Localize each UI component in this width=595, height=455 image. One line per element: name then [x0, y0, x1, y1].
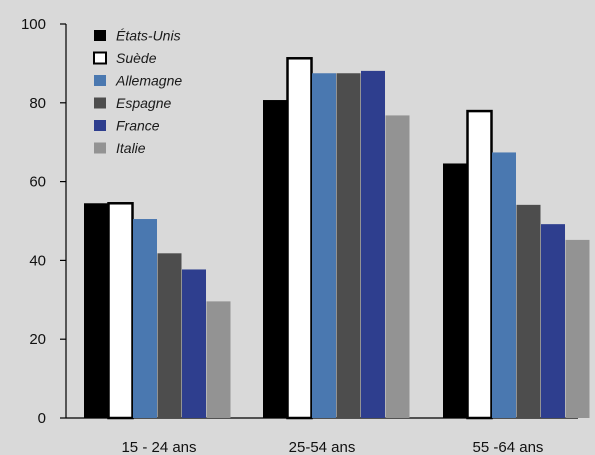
bar-espagne-2: [336, 73, 361, 418]
y-tick-label: 80: [29, 95, 46, 112]
y-tick-label: 0: [38, 410, 46, 427]
legend-label: Suède: [116, 50, 157, 66]
y-tick-label: 40: [29, 252, 46, 269]
bar-italie-2: [385, 115, 410, 419]
legend-label: Espagne: [116, 95, 171, 111]
bar--tats-unis-3: [443, 163, 467, 418]
legend-swatch: [94, 75, 106, 86]
legend-label: Italie: [116, 140, 146, 156]
bar-france-1: [182, 269, 206, 418]
legend-swatch: [93, 51, 107, 65]
y-tick-label: 60: [29, 174, 46, 191]
category-label: 55 -64 ans: [473, 439, 544, 455]
bar-france-2: [361, 70, 385, 419]
legend-label: États-Unis: [116, 28, 181, 44]
legend: États-Unis Suède Allemagne Espagne France Ita…: [93, 28, 182, 156]
y-tick-label: 20: [29, 331, 46, 348]
category-labels: 15 - 24 ans 25-54 ans 55 -64 ans: [121, 439, 543, 455]
legend-swatch: [94, 97, 106, 109]
bar-italie-3: [565, 239, 590, 418]
y-axis-ticks: 0 20 40 60 80 100: [21, 16, 66, 427]
bar-allemagne-3: [492, 152, 516, 418]
bar-su-de-3: [466, 109, 493, 420]
bar--tats-unis-1: [84, 203, 108, 418]
legend-swatch: [94, 30, 106, 41]
legend-label: France: [116, 118, 160, 134]
bar-france-3: [541, 224, 565, 418]
category-label: 15 - 24 ans: [121, 439, 196, 455]
bar-espagne-1: [157, 253, 182, 418]
bar-espagne-3: [516, 204, 541, 418]
bar-italie-1: [206, 301, 231, 418]
bar-allemagne-1: [133, 219, 157, 418]
bar-allemagne-2: [312, 73, 336, 418]
y-tick-label: 100: [21, 16, 46, 33]
bar-su-de-2: [286, 57, 313, 420]
legend-swatch: [94, 120, 106, 131]
bars: [84, 57, 590, 420]
bar--tats-unis-2: [263, 100, 287, 419]
category-label: 25-54 ans: [289, 439, 356, 455]
legend-swatch: [94, 142, 106, 154]
bar-su-de-1: [107, 202, 134, 420]
legend-label: Allemagne: [115, 73, 182, 89]
